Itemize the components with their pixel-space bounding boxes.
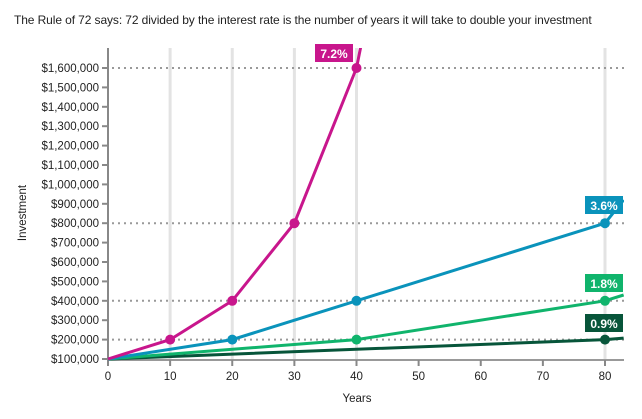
y-tick-label: $400,000 [51,296,99,308]
y-tick-label: $700,000 [51,238,99,250]
series-label: 1.8% [590,277,618,291]
data-point [227,295,238,306]
data-point [351,295,362,306]
x-tick-label: 50 [412,371,425,383]
x-tick-label: 80 [599,371,612,383]
y-tick-label: $1,300,000 [41,121,99,133]
y-tick-label: $1,600,000 [41,63,99,75]
data-point [289,218,300,229]
series-line-0.9% [107,336,624,361]
x-tick-label: 30 [288,371,301,383]
y-tick-label: $1,000,000 [41,179,99,191]
y-tick-label: $1,500,000 [41,82,99,94]
y-tick-label: $900,000 [51,199,99,211]
series-label-box [585,314,623,332]
y-tick-label: $800,000 [51,218,99,230]
series-label-box [585,196,623,214]
data-point [600,334,610,345]
x-tick-label: 60 [474,371,487,383]
x-tick-label: 0 [105,371,111,383]
data-point [600,218,610,229]
series-label-box [315,44,353,62]
y-tick-label: $200,000 [51,335,99,347]
y-tick-label: $100,000 [51,354,99,366]
x-tick-label: 10 [164,371,177,383]
data-point [351,334,362,345]
data-point [165,334,176,345]
series-label-box [585,274,623,292]
data-point [600,295,610,306]
series-label: 0.9% [590,317,618,331]
y-tick-label: $300,000 [51,315,99,327]
series-label: 7.2% [320,47,348,61]
series-line-7.2% [107,48,363,361]
x-tick-label: 40 [350,371,363,383]
y-axis-label: Investment [17,184,29,241]
chart-title: The Rule of 72 says: 72 divided by the i… [14,13,592,27]
x-tick-label: 20 [226,371,239,383]
y-tick-label: $1,200,000 [41,141,99,153]
series-line-1.8% [107,293,624,361]
y-tick-label: $600,000 [51,257,99,269]
data-point [227,334,238,345]
x-tick-label: 70 [536,371,549,383]
y-tick-label: $1,400,000 [41,102,99,114]
y-tick-label: $500,000 [51,276,99,288]
series-label: 3.6% [590,199,618,213]
x-axis-label: Years [343,393,372,405]
data-point [351,63,362,73]
y-tick-label: $1,100,000 [41,160,99,172]
